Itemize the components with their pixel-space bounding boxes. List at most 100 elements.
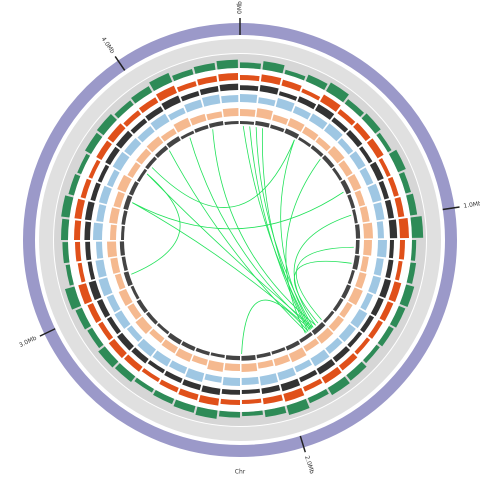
track-bar: [328, 315, 344, 332]
track-bar: [309, 113, 328, 130]
track-bar: [175, 348, 193, 362]
track-bar: [145, 106, 164, 121]
track-bar: [338, 160, 353, 177]
track-bar: [262, 394, 283, 405]
track-bar: [74, 198, 85, 220]
track-bar: [299, 332, 313, 343]
track-bar: [64, 286, 82, 310]
track-bar: [388, 219, 398, 239]
track-bar: [303, 338, 320, 352]
track-bar: [136, 148, 152, 165]
track-bar: [108, 338, 127, 359]
track-bar: [367, 183, 382, 203]
track-bar: [98, 185, 112, 205]
tick-mark: [114, 55, 126, 71]
track-bar: [387, 176, 399, 197]
track-bar: [285, 340, 301, 351]
track-bar: [113, 191, 125, 208]
track-bar: [77, 262, 86, 283]
track-bar: [348, 287, 363, 306]
tick-mark: [442, 206, 460, 211]
track-bar: [180, 90, 200, 102]
track-bar: [95, 259, 107, 278]
track-bar: [363, 344, 380, 364]
track-bar: [218, 410, 240, 418]
track-bar: [198, 395, 220, 406]
link: [241, 299, 309, 355]
track-bar: [123, 110, 142, 127]
track-bar: [323, 310, 335, 324]
track-bar: [350, 309, 368, 329]
track-bar: [98, 277, 113, 297]
track-bar: [167, 332, 182, 345]
track-bar: [394, 197, 405, 218]
tick-label: 1.0Mb: [463, 200, 480, 210]
track-bar: [366, 138, 384, 159]
track-bar: [184, 99, 203, 113]
track-bar: [199, 85, 219, 96]
track-bar: [379, 278, 392, 299]
track-bar: [354, 337, 371, 355]
track-bar: [341, 284, 352, 299]
track-bar: [224, 363, 240, 371]
track-bar: [84, 201, 95, 221]
track-bar: [332, 167, 343, 181]
track-bar: [302, 378, 323, 392]
track-bar: [191, 355, 208, 366]
track-bar: [222, 108, 239, 118]
track-bar: [114, 273, 126, 290]
track-bar: [283, 387, 305, 402]
track-bar: [355, 240, 360, 255]
track-bar: [159, 379, 179, 393]
track-bar: [225, 355, 240, 361]
track-bar: [193, 62, 216, 74]
link: [242, 125, 311, 330]
track-bar: [106, 316, 121, 335]
track-bar: [389, 305, 406, 328]
track-bar: [259, 373, 279, 386]
track-bar: [288, 347, 307, 363]
link: [280, 139, 313, 329]
track-bar: [173, 399, 196, 413]
link: [131, 173, 181, 275]
track-bar: [339, 302, 353, 318]
track-bar: [180, 130, 195, 140]
track-bar: [106, 169, 120, 188]
track-bar: [166, 136, 181, 148]
track-bar: [114, 310, 131, 329]
track-bar: [77, 153, 91, 175]
track-bar: [75, 307, 92, 330]
track-bar: [126, 325, 143, 342]
track-bar: [325, 337, 343, 354]
track-bar: [176, 81, 197, 93]
track-bar: [337, 138, 354, 155]
track-bar: [388, 240, 394, 259]
track-bar: [201, 94, 221, 107]
track-bar: [160, 128, 177, 142]
track-bar: [360, 315, 375, 333]
track-bar: [240, 121, 255, 125]
track-bar: [240, 109, 256, 117]
track-bar: [121, 256, 128, 271]
track-bar: [352, 209, 358, 224]
track-bar: [124, 354, 143, 372]
link: [169, 150, 308, 333]
track-bar: [130, 118, 148, 134]
track-bar: [378, 180, 390, 200]
track-bar: [224, 121, 239, 125]
link: [146, 173, 314, 328]
track-bar: [320, 94, 341, 112]
track-bar: [240, 94, 258, 103]
track-bar: [98, 321, 114, 341]
track-bar: [206, 111, 223, 121]
track-bar: [302, 126, 319, 141]
track-bar: [150, 113, 170, 131]
link: [249, 126, 309, 332]
link: [132, 202, 311, 330]
track-bar: [194, 124, 209, 133]
track-bar: [112, 151, 130, 171]
track-bar: [134, 377, 154, 393]
track-bar: [90, 182, 101, 202]
track-bar: [353, 122, 371, 142]
